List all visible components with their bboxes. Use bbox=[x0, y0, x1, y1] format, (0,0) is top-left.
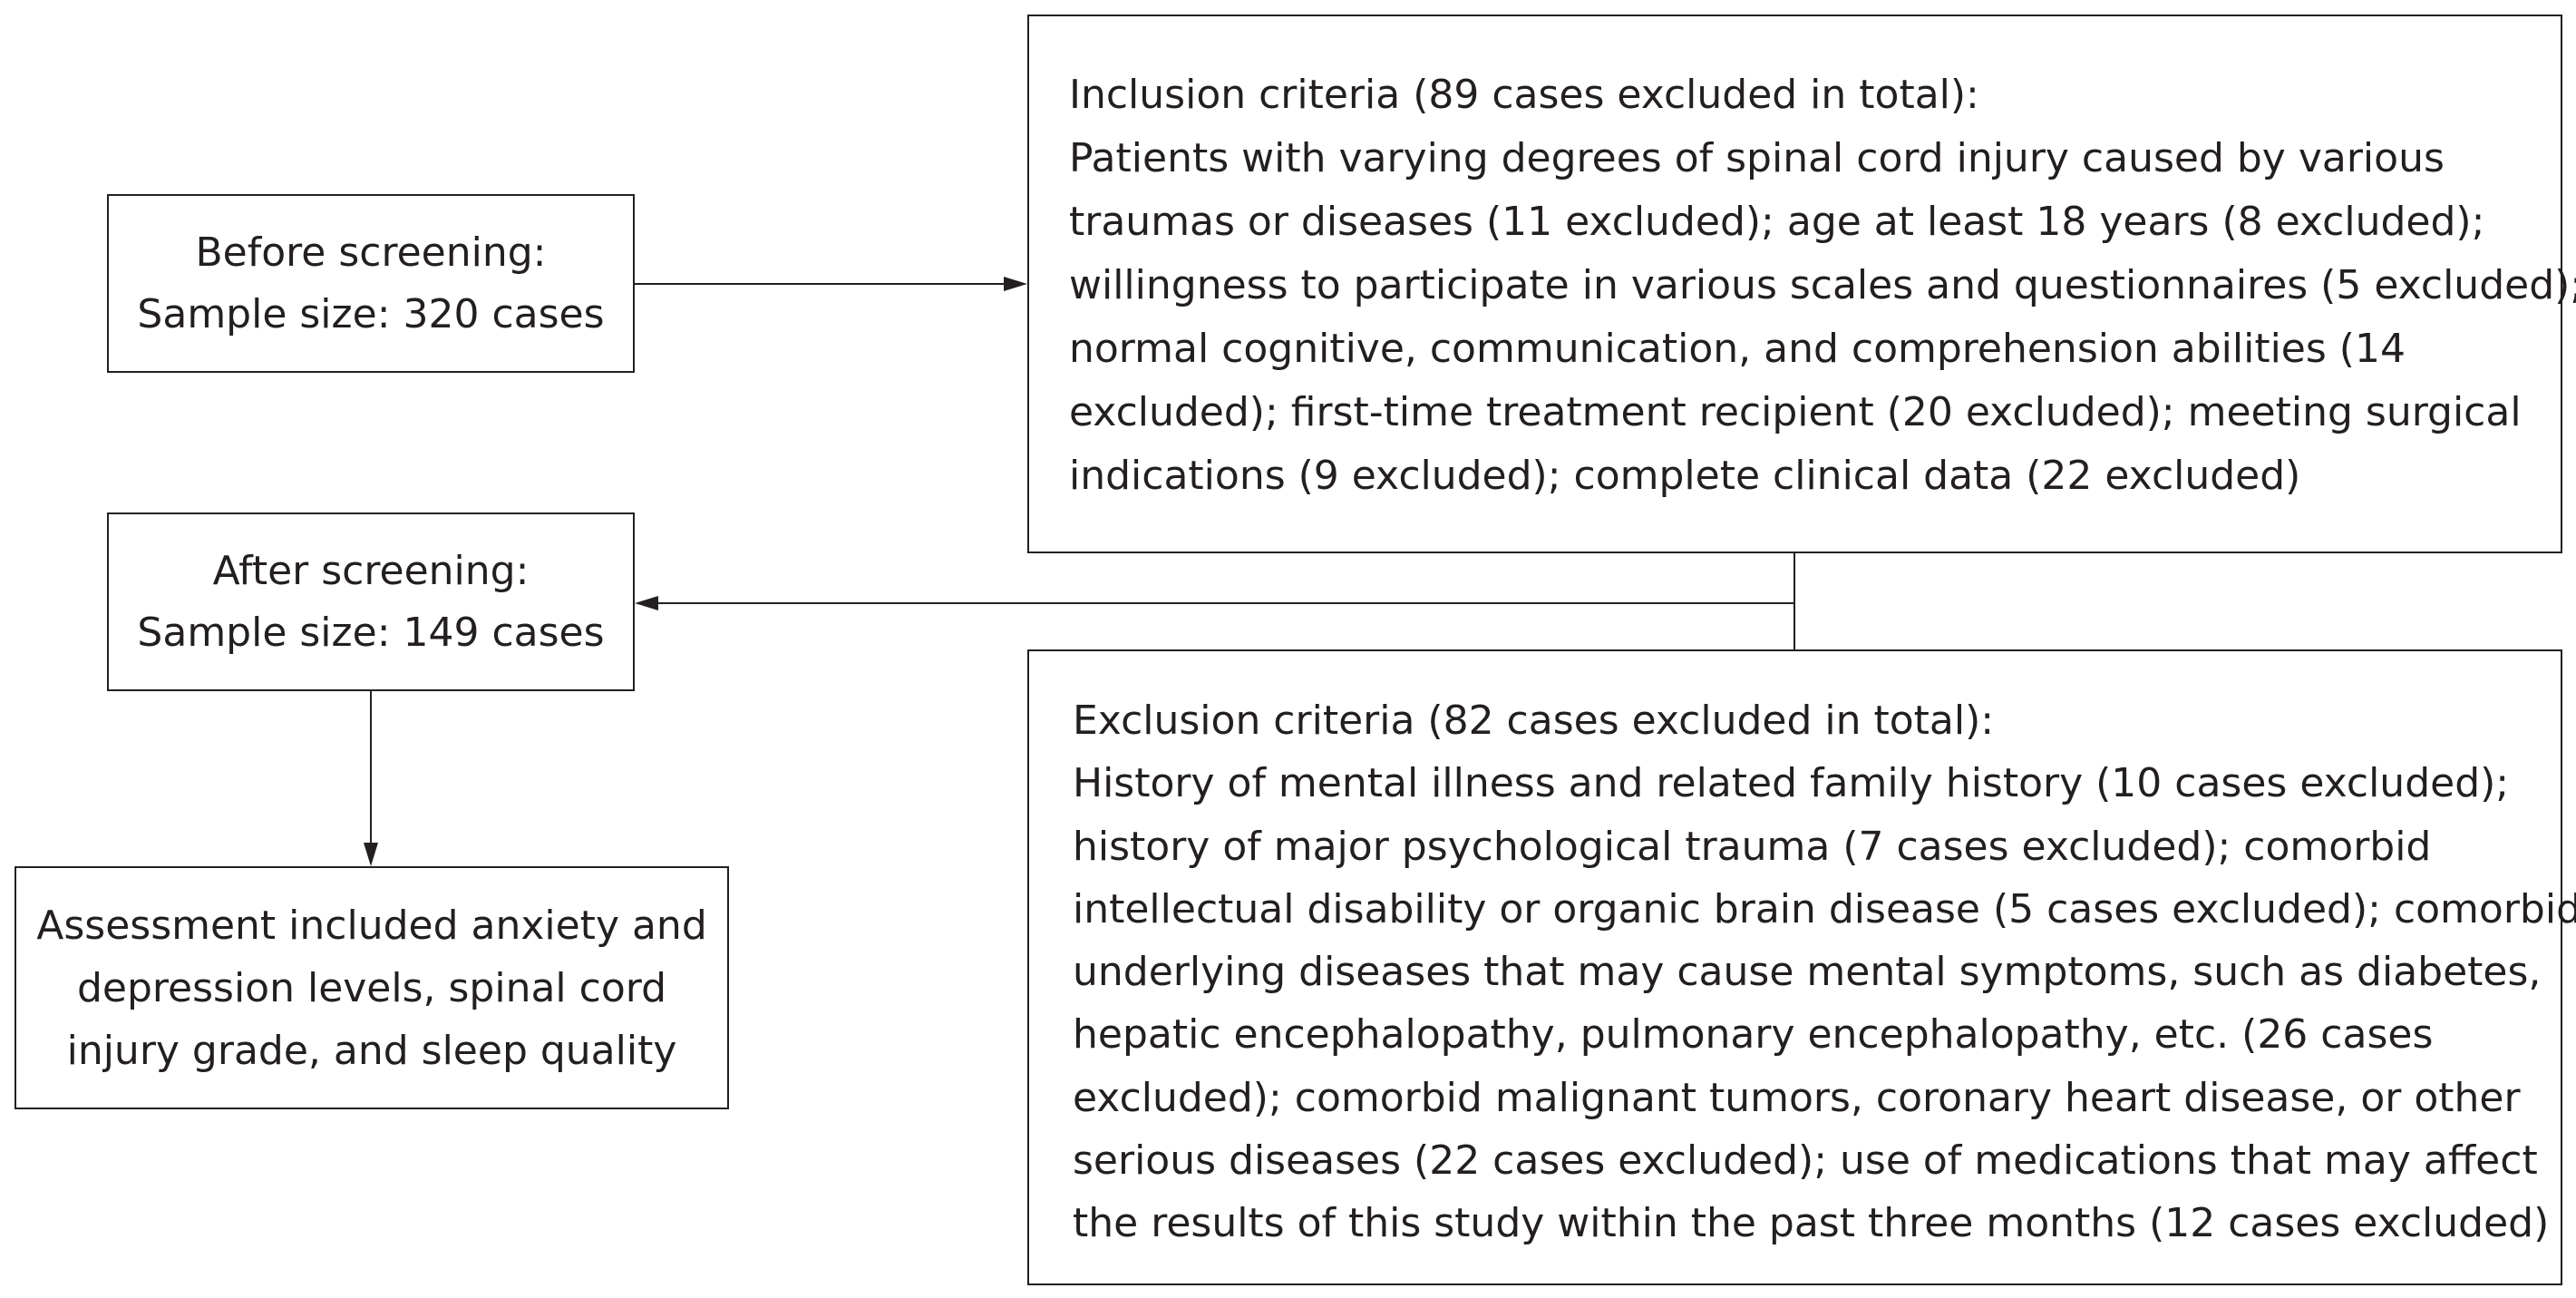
inclusion-criteria-line: excluded); first-time treatment recipien… bbox=[1069, 389, 2522, 435]
inclusion-criteria-box: Inclusion criteria (89 cases excluded in… bbox=[1027, 15, 2576, 553]
before-screening-title: Before screening: bbox=[195, 229, 547, 276]
after-screening-sample-size: Sample size: 149 cases bbox=[137, 609, 605, 656]
inclusion-criteria-line: normal cognitive, communication, and com… bbox=[1069, 326, 2406, 372]
arrowhead-assessment bbox=[364, 843, 378, 866]
exclusion-criteria-line: History of mental illness and related fa… bbox=[1073, 760, 2510, 807]
exclusion-criteria-line: serious diseases (22 cases excluded); us… bbox=[1073, 1137, 2538, 1185]
inclusion-criteria-title: Inclusion criteria (89 cases excluded in… bbox=[1069, 72, 1979, 118]
arrowhead-inclusion bbox=[1004, 277, 1027, 291]
exclusion-criteria-line: intellectual disability or organic brain… bbox=[1073, 885, 2576, 932]
after-screening-box: After screening: Sample size: 149 cases bbox=[107, 512, 635, 691]
inclusion-criteria-line: willingness to participate in various sc… bbox=[1069, 262, 2576, 308]
exclusion-criteria-title: Exclusion criteria (82 cases excluded in… bbox=[1073, 698, 1995, 744]
after-screening-title: After screening: bbox=[212, 547, 530, 594]
before-screening-sample-size: Sample size: 320 cases bbox=[137, 290, 605, 337]
before-screening-box: Before screening: Sample size: 320 cases bbox=[107, 194, 635, 373]
inclusion-criteria-line: indications (9 excluded); complete clini… bbox=[1069, 453, 2301, 499]
exclusion-criteria-line: excluded); comorbid malignant tumors, co… bbox=[1073, 1074, 2521, 1121]
assessment-text-line: injury grade, and sleep quality bbox=[66, 1027, 677, 1074]
exclusion-criteria-line: underlying diseases that may cause menta… bbox=[1073, 949, 2542, 996]
exclusion-criteria-line: the results of this study within the pas… bbox=[1073, 1200, 2550, 1247]
exclusion-criteria-line: history of major psychological trauma (7… bbox=[1073, 823, 2432, 870]
assessment-box: Assessment included anxiety and depressi… bbox=[15, 866, 729, 1109]
assessment-text-line: depression levels, spinal cord bbox=[76, 964, 666, 1011]
assessment-text-line: Assessment included anxiety and bbox=[36, 902, 707, 949]
exclusion-criteria-box: Exclusion criteria (82 cases excluded in… bbox=[1027, 649, 2576, 1285]
inclusion-criteria-line: Patients with varying degrees of spinal … bbox=[1069, 135, 2445, 181]
exclusion-criteria-line: hepatic encephalopathy, pulmonary enceph… bbox=[1073, 1011, 2434, 1059]
arrowhead-after bbox=[635, 596, 658, 610]
inclusion-criteria-line: traumas or diseases (11 excluded); age a… bbox=[1069, 199, 2485, 245]
